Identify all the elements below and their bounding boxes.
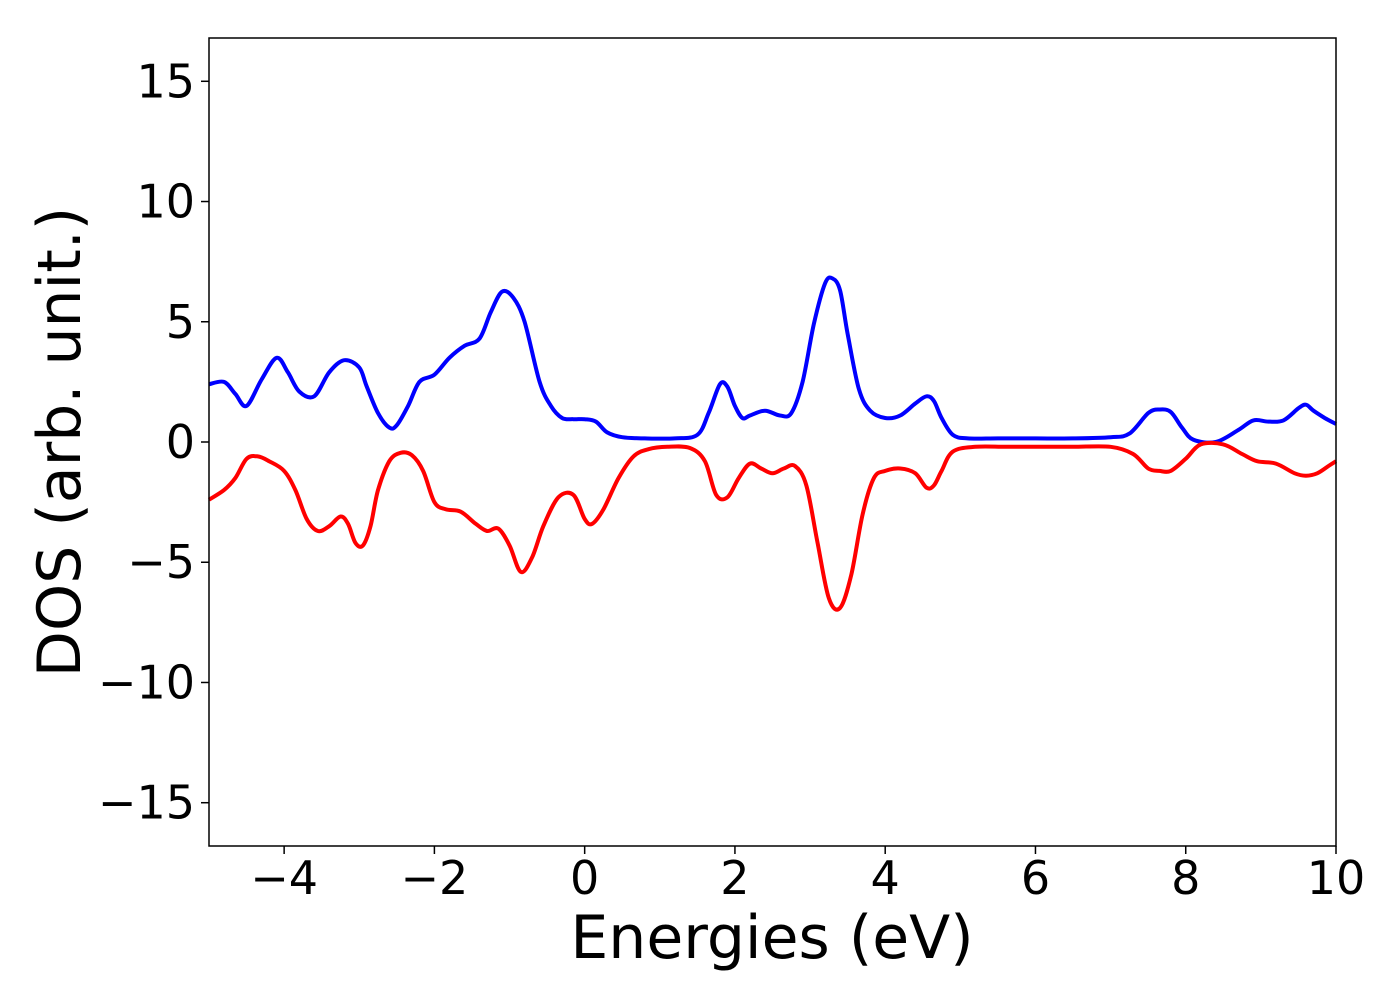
x-tick-label: 10 xyxy=(1307,851,1366,905)
tick-layer: −4 −2 0 2 4 6 8 10 −15 −10 −5 0 5 10 15 xyxy=(98,54,1365,905)
dos-series-line-1 xyxy=(208,275,1337,445)
dos-series-line-2 xyxy=(207,440,1338,612)
x-tick-label: −4 xyxy=(250,851,318,905)
y-tick-label: 15 xyxy=(136,54,195,108)
y-tick-label: 0 xyxy=(166,415,195,469)
x-tick-label: 2 xyxy=(720,851,749,905)
y-axis-title: DOS (arb. unit.) xyxy=(25,207,95,677)
series-layer xyxy=(207,275,1338,612)
y-tick-label: −10 xyxy=(98,655,195,709)
y-tick-label: 10 xyxy=(136,175,195,229)
x-axis-title: Energies (eV) xyxy=(570,903,973,973)
y-tick-label: −15 xyxy=(98,776,195,830)
x-tick-label: 8 xyxy=(1171,851,1200,905)
x-tick-label: 6 xyxy=(1021,851,1050,905)
y-tick-label: −5 xyxy=(127,535,195,589)
x-tick-label: 0 xyxy=(570,851,599,905)
x-tick-label: 4 xyxy=(871,851,900,905)
y-tick-label: 5 xyxy=(166,295,195,349)
x-tick-label: −2 xyxy=(400,851,468,905)
